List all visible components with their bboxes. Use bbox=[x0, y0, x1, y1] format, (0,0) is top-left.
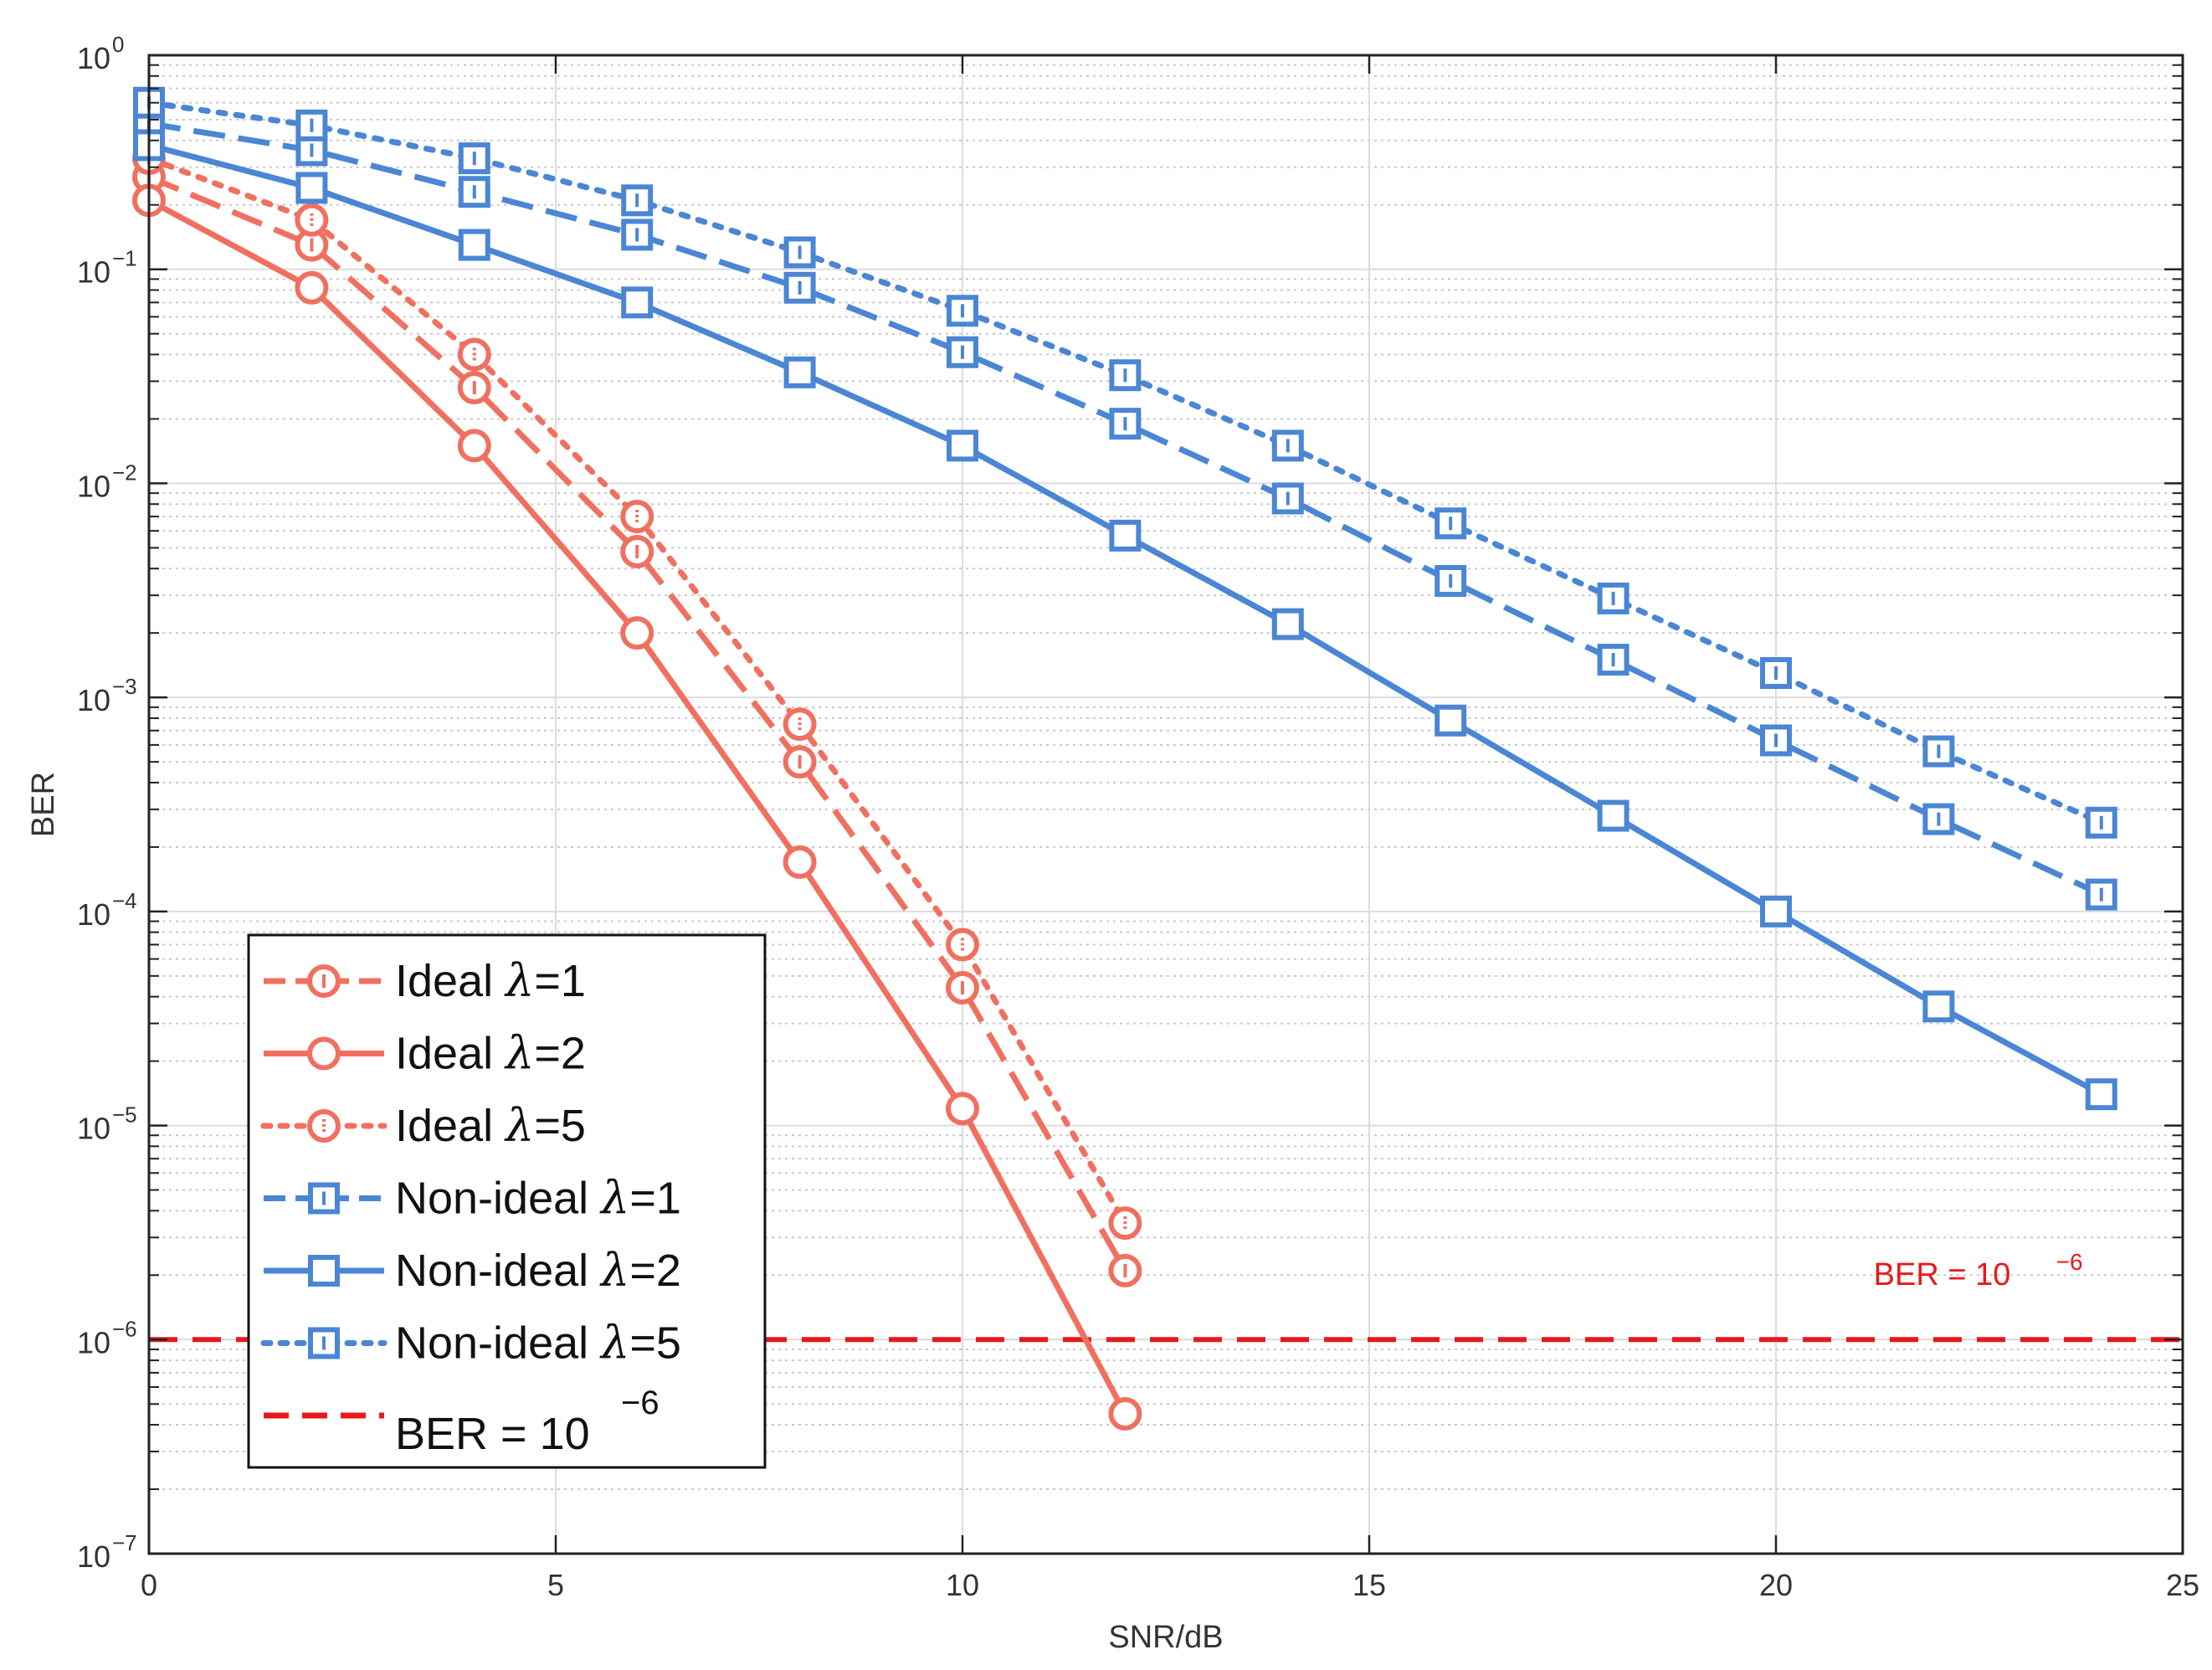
x-axis-title: SNR/dB bbox=[1108, 1620, 1223, 1655]
data-point bbox=[295, 270, 329, 305]
y-axis-title: BER bbox=[26, 772, 61, 837]
legend-item: BER = 10 −6 bbox=[264, 1385, 659, 1459]
x-tick-label: 5 bbox=[547, 1568, 564, 1602]
legend-label: BER = 10 bbox=[395, 1409, 590, 1459]
data-point bbox=[620, 616, 654, 650]
y-tick-label-exponent: −1 bbox=[112, 246, 137, 271]
legend-item: Non-ideal λ=2 bbox=[264, 1244, 681, 1297]
y-tick-label: 10 bbox=[77, 469, 110, 503]
data-point bbox=[1597, 799, 1629, 832]
series-5 bbox=[133, 129, 2117, 1111]
data-point bbox=[783, 356, 816, 388]
x-tick-label: 20 bbox=[1759, 1568, 1793, 1602]
data-point bbox=[621, 286, 654, 319]
data-point bbox=[1108, 1396, 1142, 1431]
y-tick-label-exponent: −7 bbox=[112, 1530, 137, 1555]
data-point bbox=[307, 1036, 341, 1071]
data-point bbox=[2085, 878, 2117, 911]
legend-item: Ideal λ=1 bbox=[264, 954, 586, 1007]
x-tick-label: 15 bbox=[1352, 1568, 1386, 1602]
series-6 bbox=[133, 86, 2117, 839]
legend-label: Non-ideal λ=2 bbox=[395, 1244, 681, 1297]
legend-label: Ideal λ=1 bbox=[395, 954, 586, 1007]
legend-item: Ideal λ=2 bbox=[264, 1027, 586, 1080]
x-tick-label: 25 bbox=[2166, 1568, 2199, 1602]
legend-label: Non-ideal λ=1 bbox=[395, 1172, 681, 1225]
legend-label: Non-ideal λ=5 bbox=[395, 1317, 681, 1369]
data-point bbox=[2085, 1078, 2117, 1111]
series-layer bbox=[132, 86, 2117, 1431]
x-tick-label: 10 bbox=[946, 1568, 979, 1602]
data-point bbox=[458, 142, 490, 175]
y-tick-label: 10 bbox=[77, 1112, 110, 1146]
y-tick-label-exponent: −4 bbox=[112, 888, 137, 913]
data-point bbox=[1922, 990, 1955, 1023]
data-point bbox=[458, 176, 490, 208]
data-point bbox=[457, 429, 491, 463]
data-point bbox=[308, 1255, 340, 1287]
series-2 bbox=[132, 183, 1142, 1431]
reference-annotation: BER = 10 bbox=[1874, 1257, 2011, 1292]
data-point bbox=[1271, 608, 1304, 640]
y-tick-label: 10 bbox=[77, 255, 110, 290]
legend-item: Non-ideal λ=5 bbox=[260, 1317, 681, 1369]
y-tick-label: 10 bbox=[77, 1539, 110, 1574]
data-point bbox=[295, 172, 328, 204]
plot-frame bbox=[147, 54, 2184, 1555]
legend: Ideal λ=1 Ideal λ=2 Ideal λ=5 Non-ideal λ=1… bbox=[247, 933, 767, 1469]
y-tick-label-exponent: −6 bbox=[112, 1316, 137, 1341]
data-point bbox=[1922, 803, 1955, 835]
data-point bbox=[946, 1092, 979, 1126]
y-tick-label-exponent: −3 bbox=[112, 674, 137, 699]
data-point bbox=[295, 109, 328, 141]
y-tick-label: 10 bbox=[77, 897, 110, 932]
y-tick-label-exponent: −5 bbox=[112, 1102, 137, 1128]
x-tick-label: 0 bbox=[141, 1568, 157, 1602]
data-point bbox=[947, 429, 978, 462]
data-point bbox=[1922, 735, 1955, 768]
data-point bbox=[1434, 704, 1467, 737]
legend-label: Ideal λ=5 bbox=[395, 1099, 586, 1152]
data-point bbox=[1109, 408, 1142, 440]
data-point bbox=[783, 236, 816, 269]
legend-label-exponent: −6 bbox=[621, 1385, 659, 1421]
y-tick-label-exponent: −2 bbox=[112, 460, 137, 485]
reference-annotation-exponent: −6 bbox=[2056, 1249, 2083, 1275]
data-point bbox=[1109, 519, 1142, 552]
legend-label: Ideal λ=2 bbox=[395, 1027, 586, 1080]
x-axis-tick-labels: 0 5 10 15 20 25 bbox=[141, 1568, 2199, 1602]
data-point bbox=[1434, 507, 1467, 540]
y-tick-label: 10 bbox=[77, 1325, 110, 1359]
legend-item: Non-ideal λ=1 bbox=[264, 1172, 681, 1225]
y-tick-label: 10 bbox=[77, 41, 110, 75]
data-point bbox=[458, 229, 490, 261]
data-point bbox=[1760, 895, 1792, 927]
annotation-layer: BER = 10 −6 bbox=[1874, 1249, 2083, 1292]
data-point bbox=[783, 845, 817, 879]
y-tick-label: 10 bbox=[77, 683, 110, 717]
y-tick-label-exponent: 0 bbox=[112, 32, 124, 57]
tick-marks bbox=[147, 54, 2184, 1555]
legend-item: Ideal λ=5 bbox=[260, 1099, 586, 1152]
